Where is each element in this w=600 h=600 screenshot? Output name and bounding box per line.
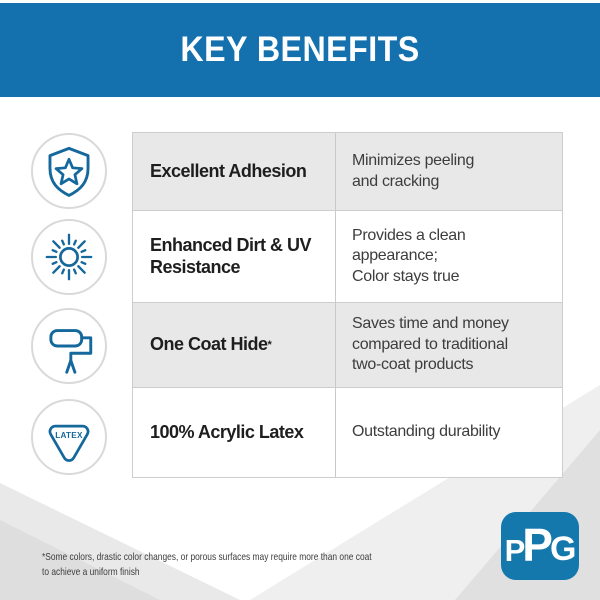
dirt-uv-resistance-badge [31,219,107,295]
latex-label: LATEX [55,431,83,440]
paint-roller-icon [49,329,93,374]
benefit-name-cell: Excellent Adhesion [133,133,336,210]
ppg-logo: P P G [501,512,579,580]
key-benefits-banner: KEY BENEFITS [0,3,600,97]
table-row: Excellent Adhesion Minimizes peeling and… [133,133,562,210]
shield-star-icon [48,146,90,197]
latex-triangle-icon: LATEX [48,424,90,462]
excellent-adhesion-badge [31,133,107,209]
benefit-name-cell: 100% Acrylic Latex [133,388,336,477]
ppg-logo-letter: G [549,529,576,568]
benefit-description: Minimizes peeling and cracking [352,152,475,190]
benefit-description: Saves time and money compared to traditi… [352,315,509,374]
benefit-name: Enhanced Dirt & UV Resistance [150,235,312,277]
benefit-desc-cell: Minimizes peeling and cracking [336,133,562,210]
benefit-description: Outstanding durability [352,423,501,441]
benefit-asterisk: * [267,339,272,351]
benefit-desc-cell: Outstanding durability [336,388,562,477]
ppg-logo-letter: P [504,533,526,568]
ppg-logo-letter: P [522,519,553,571]
table-row: Enhanced Dirt & UV Resistance Provides a… [133,210,562,302]
benefits-table: Excellent Adhesion Minimizes peeling and… [132,132,563,478]
benefit-name: 100% Acrylic Latex [150,421,304,442]
benefit-name: One Coat Hide [150,334,268,355]
benefit-name: Excellent Adhesion [150,160,307,181]
table-row: 100% Acrylic Latex Outstanding durabilit… [133,387,562,477]
benefit-name-cell: Enhanced Dirt & UV Resistance [133,211,336,302]
acrylic-latex-badge: LATEX [31,399,107,475]
benefit-name-cell: One Coat Hide * [133,303,336,387]
sun-uv-icon [45,233,93,281]
footnote: *Some colors, drastic color changes, or … [42,551,372,579]
page-title: KEY BENEFITS [180,30,420,69]
one-coat-hide-badge [31,308,107,384]
table-row: One Coat Hide * Saves time and money comp… [133,302,562,387]
benefit-desc-cell: Provides a clean appearance; Color stays… [336,211,562,302]
benefit-description: Provides a clean appearance; Color stays… [352,226,466,285]
benefit-desc-cell: Saves time and money compared to traditi… [336,303,562,387]
